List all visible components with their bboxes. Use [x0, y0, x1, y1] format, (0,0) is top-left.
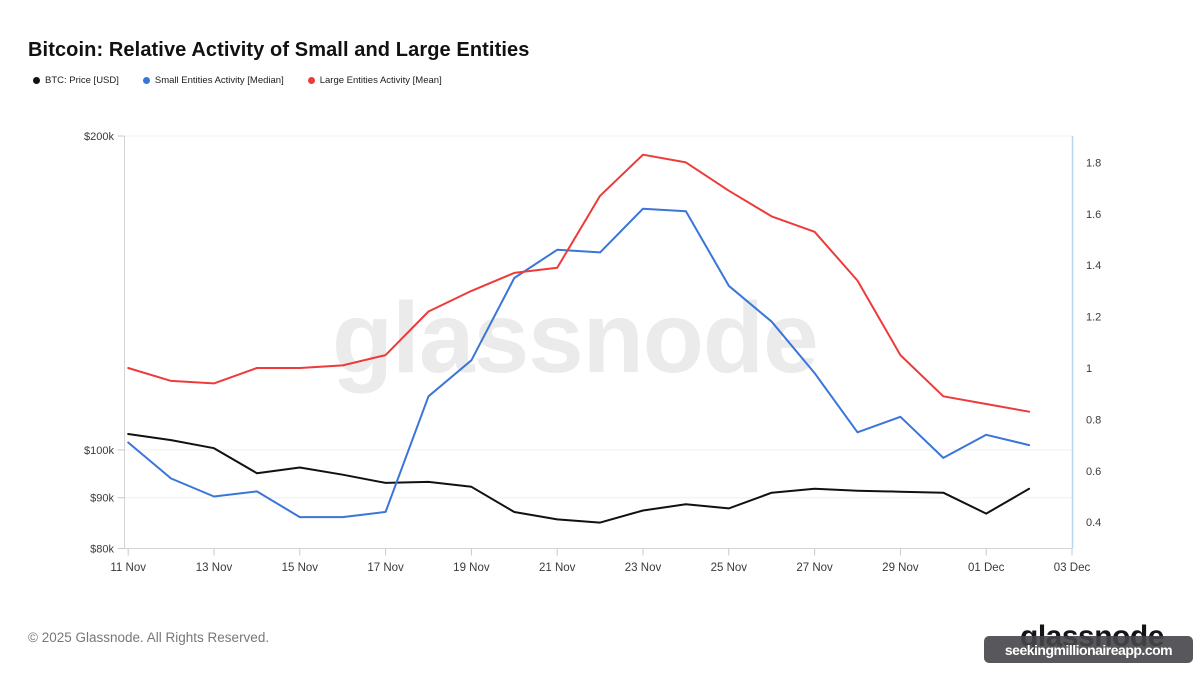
series-line-btc-price-usd: [127, 433, 1031, 524]
overlay-badge: seekingmillionaireapp.com: [984, 636, 1193, 663]
page-title: Bitcoin: Relative Activity of Small and …: [28, 39, 530, 62]
right-axis-tick-label: 1: [1086, 363, 1092, 375]
right-axis-tick-label: 1.6: [1086, 209, 1101, 221]
x-axis-tick-label: 01 Dec: [968, 562, 1005, 574]
x-axis-tick-label: 29 Nov: [882, 562, 919, 574]
x-axis-tick-label: 21 Nov: [539, 562, 576, 574]
x-axis-tick-label: 27 Nov: [796, 562, 833, 574]
left-axis-tick-label: $90k: [90, 493, 114, 505]
right-axis-tick-label: 0.6: [1086, 466, 1101, 478]
legend-item-btc-price[interactable]: BTC: Price [USD]: [33, 75, 119, 86]
x-axis-tick-label: 03 Dec: [1054, 562, 1091, 574]
legend-label-large-entities: Large Entities Activity [Mean]: [319, 75, 442, 86]
legend-dot-btc-price-icon: [33, 77, 40, 84]
watermark-logo: glassnode: [332, 282, 819, 394]
left-axis-tick-label: $100k: [84, 445, 114, 457]
legend-label-btc-price: BTC: Price [USD]: [45, 75, 119, 86]
right-axis-tick-label: 0.4: [1086, 517, 1101, 529]
right-axis-tick-label: 1.4: [1086, 260, 1101, 272]
legend-item-large-entities[interactable]: Large Entities Activity [Mean]: [307, 75, 442, 86]
legend-dot-large-entities-icon: [307, 77, 315, 84]
x-axis-tick-label: 13 Nov: [196, 562, 233, 574]
right-axis-tick-label: 1.2: [1086, 312, 1101, 324]
legend-item-small-entities[interactable]: Small Entities Activity [Median]: [142, 75, 284, 86]
right-axis-tick-label: 1.8: [1086, 157, 1101, 169]
left-axis-tick-label: $80k: [90, 544, 114, 556]
x-axis-tick-label: 11 Nov: [110, 562, 146, 574]
copyright-text: © 2025 Glassnode. All Rights Reserved.: [28, 630, 270, 645]
right-axis-tick-label: 0.8: [1086, 414, 1101, 426]
legend: BTC: Price [USD] Small Entities Activity…: [33, 75, 442, 86]
series-line-large-entities-activity-mean: [127, 153, 1031, 413]
x-axis-tick-label: 23 Nov: [625, 562, 662, 574]
left-axis-tick-label: $200k: [84, 131, 114, 143]
x-axis-tick-label: 25 Nov: [711, 562, 748, 574]
legend-dot-small-entities-icon: [142, 77, 150, 84]
x-axis-tick-label: 17 Nov: [367, 562, 404, 574]
series-line-small-entities-activity-median: [127, 207, 1031, 519]
x-axis-tick-label: 15 Nov: [282, 562, 319, 574]
legend-label-small-entities: Small Entities Activity [Median]: [154, 75, 284, 86]
x-axis-tick-label: 19 Nov: [453, 562, 490, 574]
